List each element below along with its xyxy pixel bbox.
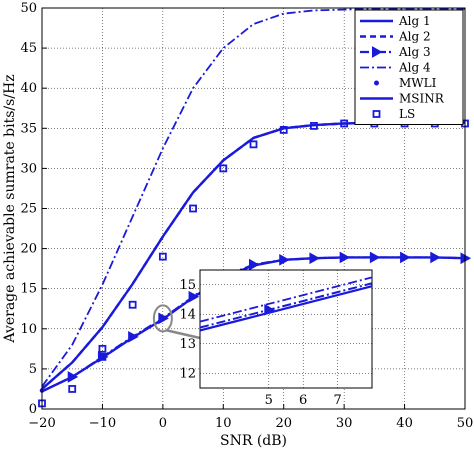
ls-point [340,119,349,128]
legend-label: MWLI [399,76,437,90]
x-tick-label: −20 [28,416,55,431]
zoom-region-ellipse [152,304,173,333]
plot-frame [41,7,466,410]
y-tick-label: 10 [20,322,37,337]
x-tick-label: 10 [215,416,232,431]
x-tick-label: 20 [275,416,292,431]
legend-label: MSINR [399,92,445,106]
series-line [41,7,465,388]
ls-point [189,204,197,213]
ls-point [128,300,137,309]
ls-point [98,352,107,361]
legend-marker [374,80,379,86]
inset-y-tick-label: 12 [179,366,196,381]
ls-point [310,121,318,130]
ls-point [249,140,258,149]
x-axis-label: SNR (dB) [220,433,287,449]
inset-series-line [199,285,373,332]
zoom-inset: 5 6 7 12 13 14 15 [179,269,373,408]
legend-label: Alg 3 [398,45,431,59]
legend-marker [372,110,381,118]
y-tick-label: 50 [20,1,37,16]
y-tick-label: 40 [20,81,37,96]
inset-x-tick-label: 6 [299,393,307,408]
legend-entry: MWLI [374,76,437,90]
legend-entry: MSINR [360,92,445,106]
series-msinr [41,256,466,393]
inset-alg3-point [264,303,275,316]
inset-frame [199,269,373,389]
y-tick-label: 30 [20,161,37,176]
series-line [41,256,466,393]
legend-label: LS [399,107,415,121]
inset-y-tick-label: 13 [179,337,196,352]
x-tick-label: 0 [159,416,167,431]
legend-label: Alg 1 [398,14,431,28]
ls-point [98,344,107,353]
y-tick-label: 15 [20,282,37,297]
ls-point [279,126,288,134]
y-axis-label: Average achievable sumrate bits/s/Hz [2,74,18,343]
legend-entry: Alg 2 [360,30,431,44]
x-tick-label: −10 [89,416,116,431]
y-tick-label: 45 [20,41,37,56]
inset-x-tick-label: 7 [333,393,341,408]
y-tick-label: 25 [20,202,37,217]
x-tick-label: 30 [336,416,353,431]
inset-y-tick-label: 15 [179,278,196,293]
y-tick-label: 35 [20,121,37,136]
legend-label: Alg 2 [398,30,431,44]
inset-y-tick-label: 14 [179,307,196,322]
y-tick-label: 5 [29,362,37,377]
ls-point [68,385,77,393]
inset-series-line [199,282,373,329]
legend-label: Alg 4 [398,61,431,75]
x-tick-label: 40 [396,416,413,431]
y-tick-label: 20 [20,242,37,257]
y-tick-label: 0 [29,402,37,417]
legend-entry: Alg 4 [360,61,431,75]
inset-x-tick-label: 5 [265,393,273,408]
legend-entry: Alg 3 [360,45,431,59]
ls-point [158,252,167,261]
series-alg-4 [41,7,465,388]
legend-entry: LS [372,107,415,121]
x-tick-label: 50 [457,416,474,431]
axis-ticks: −20 −10 0 10 20 30 40 50 0 5 10 15 20 25 30 35 40 45 50 [20,1,473,431]
legend-entry: Alg 1 [360,14,431,28]
zoom-connector [166,329,201,340]
legend-marker [372,46,383,58]
ls-point [219,164,228,173]
inset-pointer [152,304,201,340]
inset-series-line [199,276,373,323]
